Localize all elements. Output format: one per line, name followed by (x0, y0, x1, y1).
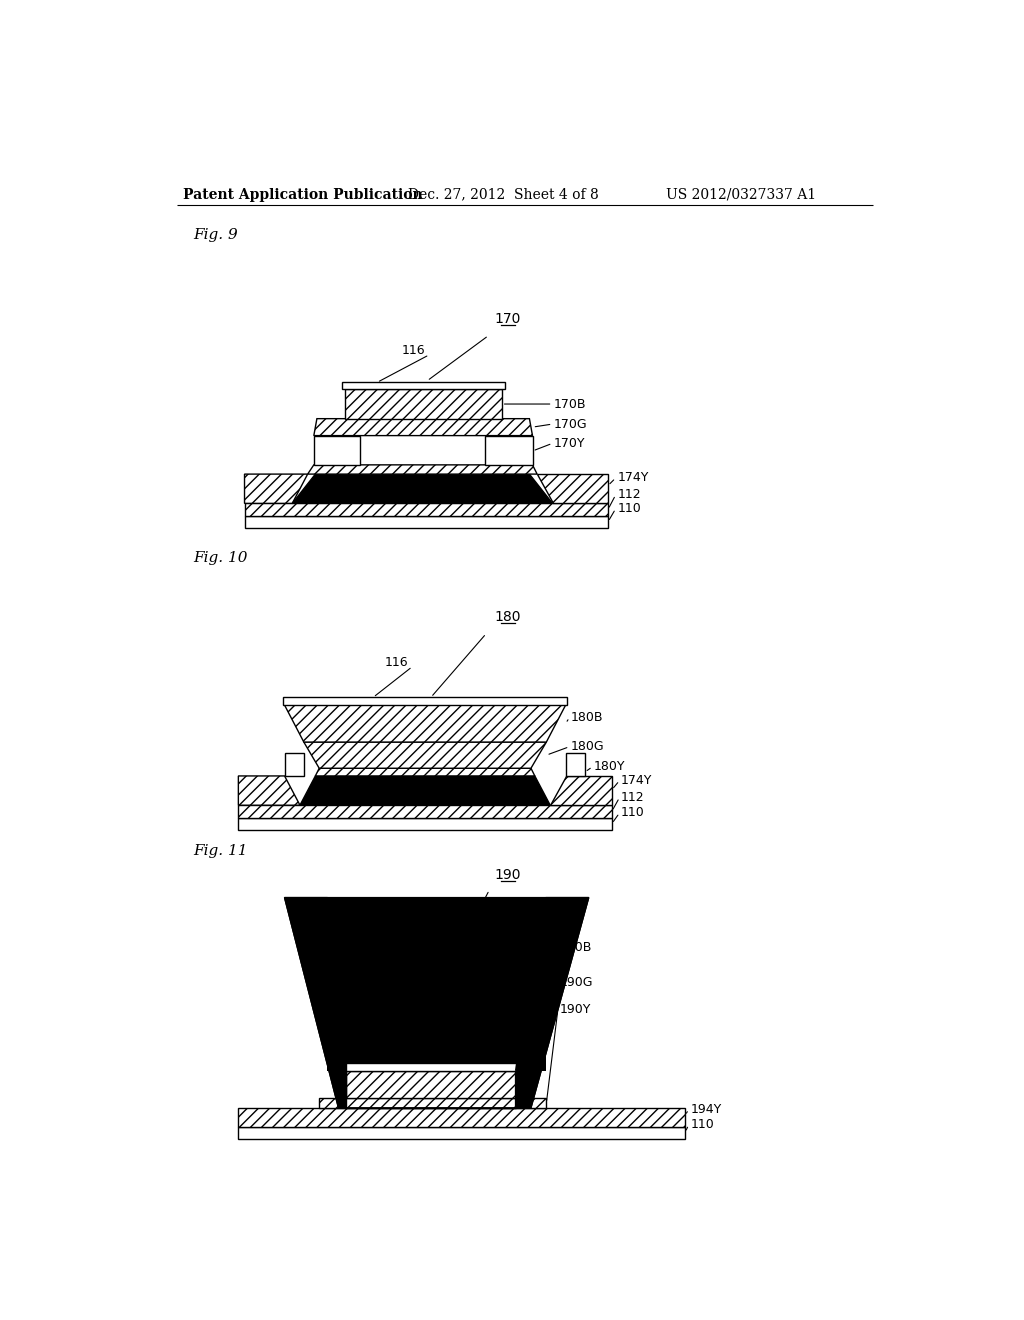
Bar (342, 381, 505, 389)
Text: 110: 110 (617, 502, 641, 515)
Polygon shape (550, 776, 611, 805)
Polygon shape (307, 465, 538, 474)
Text: Dec. 27, 2012  Sheet 4 of 8: Dec. 27, 2012 Sheet 4 of 8 (408, 187, 598, 202)
Text: Fig. 9: Fig. 9 (194, 227, 239, 242)
Text: 190G: 190G (559, 975, 593, 989)
Bar (239, 1127, 685, 1139)
Polygon shape (515, 898, 589, 1107)
Polygon shape (313, 418, 532, 436)
Text: 190Y: 190Y (559, 1003, 591, 1016)
Text: 180B: 180B (571, 711, 603, 723)
Bar (245, 516, 608, 528)
Bar (319, 1098, 547, 1107)
Polygon shape (285, 898, 346, 1107)
Bar (285, 752, 304, 776)
Bar (565, 752, 585, 776)
Polygon shape (304, 742, 547, 768)
Text: 180Y: 180Y (594, 760, 626, 774)
Polygon shape (300, 776, 550, 805)
Text: Fig. 10: Fig. 10 (194, 552, 248, 565)
Text: 180: 180 (495, 610, 521, 624)
Bar (346, 1063, 515, 1071)
Text: 112: 112 (621, 791, 645, 804)
Bar (345, 389, 502, 418)
Text: 170G: 170G (554, 417, 588, 430)
Bar (239, 805, 611, 817)
Bar (239, 817, 611, 830)
Text: 116: 116 (398, 1012, 422, 1026)
Polygon shape (245, 474, 307, 503)
Bar (346, 1071, 515, 1098)
Text: 170: 170 (495, 313, 521, 326)
Bar (283, 697, 567, 705)
Text: 112: 112 (617, 488, 641, 502)
Text: 180G: 180G (571, 741, 604, 754)
Text: 116: 116 (385, 656, 409, 669)
Polygon shape (538, 474, 608, 503)
Text: 190B: 190B (559, 941, 592, 954)
Polygon shape (239, 776, 300, 805)
Text: 170Y: 170Y (554, 437, 586, 450)
Bar (313, 436, 360, 465)
Text: US 2012/0327337 A1: US 2012/0327337 A1 (666, 187, 816, 202)
Bar (239, 1107, 685, 1127)
Polygon shape (285, 705, 565, 742)
Text: 194Y: 194Y (690, 1102, 722, 1115)
Polygon shape (315, 768, 535, 776)
Polygon shape (292, 474, 553, 503)
Text: 170B: 170B (554, 397, 587, 411)
Text: 190: 190 (495, 869, 521, 882)
Bar (327, 898, 547, 1071)
Text: 192: 192 (333, 903, 356, 916)
Bar (245, 503, 608, 516)
Text: 174Y: 174Y (617, 471, 648, 484)
Bar (484, 436, 532, 465)
Text: 110: 110 (621, 807, 645, 820)
Text: 174Y: 174Y (621, 774, 652, 787)
Text: Patent Application Publication: Patent Application Publication (183, 187, 423, 202)
Text: 110: 110 (690, 1118, 714, 1131)
Text: 116: 116 (401, 345, 425, 358)
Text: Fig. 11: Fig. 11 (194, 843, 248, 858)
